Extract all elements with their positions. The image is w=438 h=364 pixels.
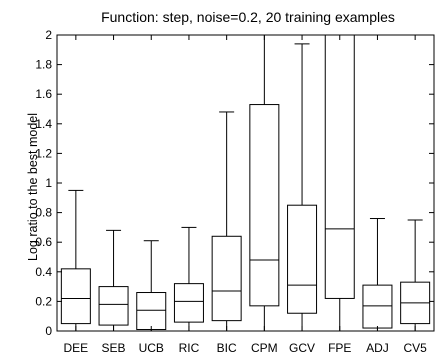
y-tick-label: 1.6	[35, 87, 52, 101]
box-body	[60, 268, 91, 325]
chart-title: Function: step, noise=0.2, 20 training e…	[101, 9, 395, 25]
box-body	[287, 204, 318, 314]
box-ric	[173, 226, 204, 332]
y-axis: 0 0.2 0.4 0.6 0.8 1 1.2 1.4 1.6 1.8 2	[35, 28, 434, 338]
boxes-group	[60, 34, 431, 332]
y-tick-label: 0	[45, 324, 52, 338]
y-tick-label: 1	[45, 176, 52, 190]
box-body	[249, 104, 280, 307]
y-tick-label: 1.4	[35, 117, 52, 131]
box-cpm	[249, 35, 280, 332]
box-body	[324, 34, 355, 299]
x-tick-label: DEE	[64, 341, 89, 355]
y-tick-label: 0.8	[35, 206, 52, 220]
box-body	[136, 292, 167, 331]
y-tick-label: 2	[45, 28, 52, 42]
x-tick-label: UCB	[139, 341, 164, 355]
x-axis: DEE SEB UCB RIC BIC CPM GCV FPE ADJ CV5	[64, 35, 427, 355]
y-tick-label: 1.8	[35, 58, 52, 72]
box-body	[173, 283, 204, 323]
x-tick-label: ADJ	[366, 341, 389, 355]
y-tick-label: 0.4	[35, 265, 52, 279]
box-body	[362, 284, 393, 329]
box-body	[211, 235, 242, 322]
x-tick-label: CPM	[251, 341, 278, 355]
box-cv5	[400, 219, 431, 332]
x-tick-label: RIC	[179, 341, 200, 355]
box-dee	[60, 189, 91, 332]
box-adj	[362, 218, 393, 332]
x-tick-label: BIC	[217, 341, 237, 355]
x-tick-label: CV5	[403, 341, 427, 355]
x-tick-label: SEB	[102, 341, 126, 355]
x-tick-label: GCV	[289, 341, 315, 355]
y-tick-label: 0.6	[35, 235, 52, 249]
x-tick-label: FPE	[328, 341, 351, 355]
y-tick-label: 1.2	[35, 146, 52, 160]
box-fpe	[324, 34, 355, 332]
box-gcv	[287, 43, 318, 332]
box-seb	[98, 229, 129, 332]
y-tick-label: 0.2	[35, 294, 52, 308]
y-axis-label: Log ratio to the best model	[26, 113, 40, 261]
box-body	[98, 286, 129, 326]
box-bic	[211, 111, 242, 332]
box-ucb	[136, 240, 167, 332]
